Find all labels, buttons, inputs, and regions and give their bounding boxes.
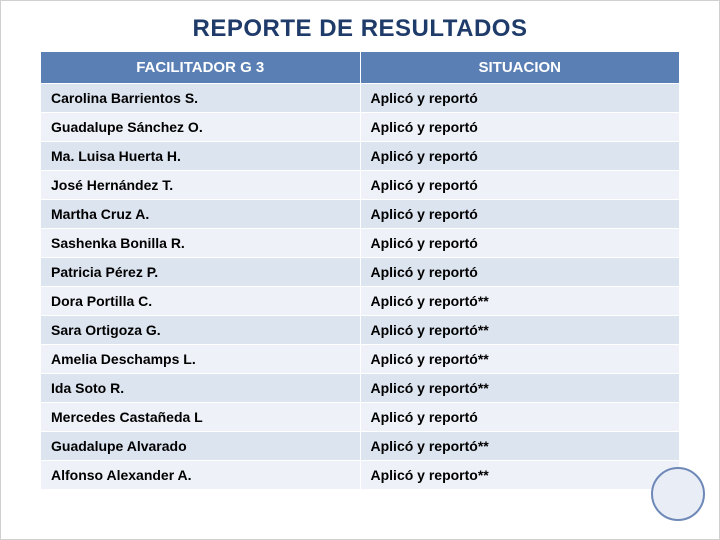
cell-facilitador: Ma. Luisa Huerta H. [41,142,361,171]
cell-facilitador: Patricia Pérez P. [41,258,361,287]
header-situacion: SITUACION [360,52,680,84]
cell-situacion: Aplicó y reportó** [360,316,680,345]
cell-situacion: Aplicó y reportó** [360,374,680,403]
decorative-circle-icon [651,467,705,521]
cell-facilitador: Carolina Barrientos S. [41,84,361,113]
cell-situacion: Aplicó y reportó [360,171,680,200]
cell-situacion: Aplicó y reportó** [360,345,680,374]
table-row: Ida Soto R.Aplicó y reportó** [41,374,680,403]
table-row: Sara Ortigoza G.Aplicó y reportó** [41,316,680,345]
cell-situacion: Aplicó y reporto** [360,461,680,490]
cell-facilitador: Ida Soto R. [41,374,361,403]
table-row: Guadalupe Sánchez O.Aplicó y reportó [41,113,680,142]
page-title: REPORTE DE RESULTADOS [1,1,719,51]
table-row: Carolina Barrientos S.Aplicó y reportó [41,84,680,113]
table-row: Martha Cruz A.Aplicó y reportó [41,200,680,229]
table-row: Ma. Luisa Huerta H.Aplicó y reportó [41,142,680,171]
cell-situacion: Aplicó y reportó [360,229,680,258]
cell-situacion: Aplicó y reportó [360,200,680,229]
cell-facilitador: Dora Portilla C. [41,287,361,316]
table-row: Alfonso Alexander A.Aplicó y reporto** [41,461,680,490]
cell-facilitador: Amelia Deschamps L. [41,345,361,374]
table-row: José Hernández T.Aplicó y reportó [41,171,680,200]
header-facilitador: FACILITADOR G 3 [41,52,361,84]
cell-situacion: Aplicó y reportó [360,84,680,113]
cell-facilitador: Guadalupe Alvarado [41,432,361,461]
table-row: Guadalupe AlvaradoAplicó y reportó** [41,432,680,461]
cell-situacion: Aplicó y reportó** [360,432,680,461]
table-row: Mercedes Castañeda LAplicó y reportó [41,403,680,432]
cell-situacion: Aplicó y reportó [360,403,680,432]
table-row: Sashenka Bonilla R.Aplicó y reportó [41,229,680,258]
table-header-row: FACILITADOR G 3 SITUACION [41,52,680,84]
table-row: Dora Portilla C.Aplicó y reportó** [41,287,680,316]
cell-facilitador: Mercedes Castañeda L [41,403,361,432]
cell-facilitador: Martha Cruz A. [41,200,361,229]
cell-situacion: Aplicó y reportó [360,113,680,142]
cell-situacion: Aplicó y reportó** [360,287,680,316]
cell-facilitador: Sara Ortigoza G. [41,316,361,345]
cell-facilitador: Guadalupe Sánchez O. [41,113,361,142]
results-table: FACILITADOR G 3 SITUACION Carolina Barri… [40,51,680,490]
cell-facilitador: José Hernández T. [41,171,361,200]
table-row: Amelia Deschamps L.Aplicó y reportó** [41,345,680,374]
cell-situacion: Aplicó y reportó [360,142,680,171]
cell-facilitador: Alfonso Alexander A. [41,461,361,490]
table-row: Patricia Pérez P.Aplicó y reportó [41,258,680,287]
cell-situacion: Aplicó y reportó [360,258,680,287]
cell-facilitador: Sashenka Bonilla R. [41,229,361,258]
